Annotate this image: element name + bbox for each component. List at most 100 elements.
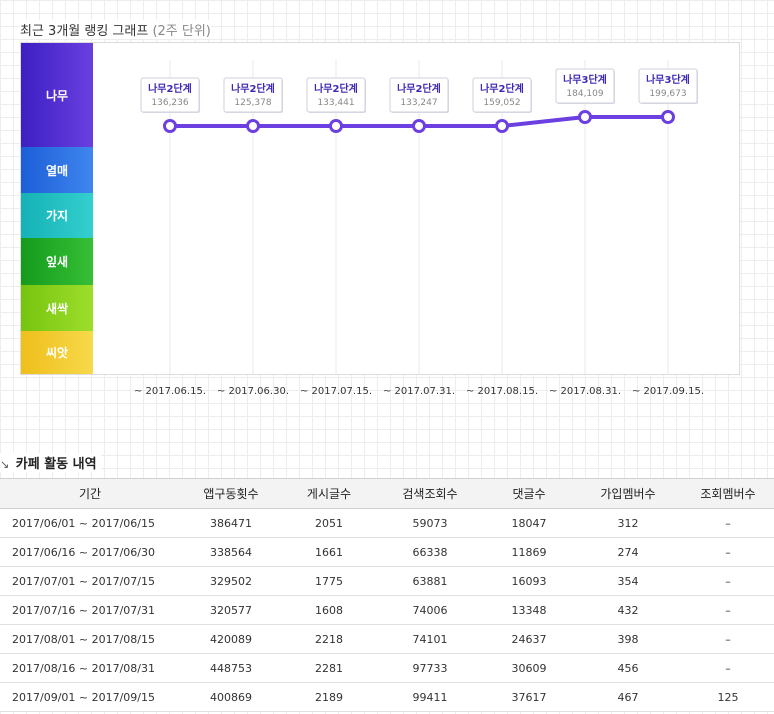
rank-label: 나무2단계	[480, 82, 524, 95]
cell-period: 2017/08/16 ~ 2017/08/31	[0, 653, 180, 683]
cell-comments: 11869	[484, 537, 574, 567]
x-tick-label: ~ 2017.07.31.	[383, 386, 455, 397]
cell-app-launches: 448753	[180, 653, 282, 683]
cell-comments: 30609	[484, 653, 574, 683]
col-posts: 게시글수	[282, 478, 376, 509]
level-column: 나무 열매 가지 잎새 새싹 씨앗	[21, 43, 93, 374]
data-label: 136,236	[151, 98, 188, 108]
cell-app-launches: 320577	[180, 595, 282, 625]
table-row: 2017/09/01 ~ 2017/09/15 400869 2189 9941…	[0, 682, 774, 712]
cell-app-launches: 420089	[180, 624, 282, 654]
cell-viewing-members: –	[682, 566, 774, 596]
data-label: 125,378	[234, 98, 271, 108]
col-joined-members: 가입멤버수	[574, 478, 682, 509]
cell-comments: 24637	[484, 624, 574, 654]
level-saessak: 새싹	[21, 285, 93, 331]
label-box	[306, 77, 366, 113]
rank-label: 나무2단계	[148, 82, 192, 95]
level-ssiat: 씨앗	[21, 331, 93, 374]
table-row: 2017/08/16 ~ 2017/08/31 448753 2281 9773…	[0, 653, 774, 683]
data-label: 133,441	[317, 98, 354, 108]
col-comments: 댓글수	[484, 478, 574, 509]
cell-search-views: 74006	[376, 595, 484, 625]
cell-joined-members: 398	[574, 624, 682, 654]
cell-joined-members: 456	[574, 653, 682, 683]
data-label: 199,673	[649, 89, 686, 99]
cell-search-views: 97733	[376, 653, 484, 683]
cell-joined-members: 467	[574, 682, 682, 712]
cell-joined-members: 432	[574, 595, 682, 625]
cell-comments: 13348	[484, 595, 574, 625]
cell-viewing-members: –	[682, 508, 774, 538]
graph-title-main: 최근 3개월 랭킹 그래프	[20, 24, 149, 39]
label-box	[638, 68, 698, 104]
cell-posts: 2189	[282, 682, 376, 712]
cell-comments: 18047	[484, 508, 574, 538]
data-point	[661, 110, 675, 124]
x-tick-label: ~ 2017.06.30.	[217, 386, 289, 397]
cell-period: 2017/09/01 ~ 2017/09/15	[0, 682, 180, 712]
cell-search-views: 66338	[376, 537, 484, 567]
data-point	[163, 119, 177, 133]
cell-period: 2017/07/16 ~ 2017/07/31	[0, 595, 180, 625]
rank-label: 나무2단계	[397, 82, 441, 95]
graph-title: 최근 3개월 랭킹 그래프 (2주 단위)	[20, 20, 211, 39]
arrow-icon: ↘	[0, 458, 10, 471]
cell-posts: 2218	[282, 624, 376, 654]
cell-period: 2017/08/01 ~ 2017/08/15	[0, 624, 180, 654]
activity-section-title: ↘ 카페 활동 내역	[0, 453, 101, 472]
rank-label: 나무2단계	[231, 82, 275, 95]
x-tick-label: ~ 2017.09.15.	[632, 386, 704, 397]
table-row: 2017/06/01 ~ 2017/06/15 386471 2051 5907…	[0, 508, 774, 538]
cell-search-views: 74101	[376, 624, 484, 654]
rank-label: 나무3단계	[646, 73, 690, 86]
data-label: 159,052	[483, 98, 520, 108]
col-app-launches: 앱구동횟수	[180, 478, 282, 509]
label-box	[140, 77, 200, 113]
cell-period: 2017/06/16 ~ 2017/06/30	[0, 537, 180, 567]
cell-comments: 16093	[484, 566, 574, 596]
level-yeolmae: 열매	[21, 147, 93, 193]
cell-posts: 1775	[282, 566, 376, 596]
cell-search-views: 59073	[376, 508, 484, 538]
data-point	[578, 110, 592, 124]
data-label: 133,247	[400, 98, 437, 108]
data-point	[246, 119, 260, 133]
activity-title-text: 카페 활동 내역	[15, 457, 97, 472]
cell-period: 2017/06/01 ~ 2017/06/15	[0, 508, 180, 538]
table-header-row: 기간 앱구동횟수 게시글수 검색조회수 댓글수 가입멤버수 조회멤버수	[0, 478, 774, 509]
cell-joined-members: 274	[574, 537, 682, 567]
cell-app-launches: 386471	[180, 508, 282, 538]
x-tick-label: ~ 2017.08.31.	[549, 386, 621, 397]
rank-label: 나무3단계	[563, 73, 607, 86]
table-row: 2017/07/16 ~ 2017/07/31 320577 1608 7400…	[0, 595, 774, 625]
cell-viewing-members: –	[682, 653, 774, 683]
data-point	[412, 119, 426, 133]
cell-posts: 1661	[282, 537, 376, 567]
data-label: 184,109	[566, 89, 603, 99]
data-point	[495, 119, 509, 133]
rank-label: 나무2단계	[314, 82, 358, 95]
x-tick-label: ~ 2017.08.15.	[466, 386, 538, 397]
level-gaji: 가지	[21, 193, 93, 238]
x-tick-label: ~ 2017.06.15.	[134, 386, 206, 397]
graph-title-sub: (2주 단위)	[152, 24, 211, 39]
cell-app-launches: 400869	[180, 682, 282, 712]
x-tick-label: ~ 2017.07.15.	[300, 386, 372, 397]
cell-viewing-members: –	[682, 537, 774, 567]
cell-viewing-members: –	[682, 624, 774, 654]
cell-posts: 1608	[282, 595, 376, 625]
ranking-graph: 나무 열매 가지 잎새 새싹 씨앗	[20, 42, 740, 375]
cell-app-launches: 329502	[180, 566, 282, 596]
label-box	[389, 77, 449, 113]
cell-joined-members: 354	[574, 566, 682, 596]
label-box	[223, 77, 283, 113]
cell-search-views: 99411	[376, 682, 484, 712]
activity-table: 기간 앱구동횟수 게시글수 검색조회수 댓글수 가입멤버수 조회멤버수 2017…	[0, 478, 774, 712]
label-box	[472, 77, 532, 113]
col-search-views: 검색조회수	[376, 478, 484, 509]
ranking-line-chart: 나무2단계 136,236 ~ 2017.06.15. 나무2단계 125,378 ~ 2…	[134, 60, 704, 397]
table-row: 2017/07/01 ~ 2017/07/15 329502 1775 6388…	[0, 566, 774, 596]
col-viewing-members: 조회멤버수	[682, 478, 774, 509]
cell-viewing-members: 125	[682, 682, 774, 712]
